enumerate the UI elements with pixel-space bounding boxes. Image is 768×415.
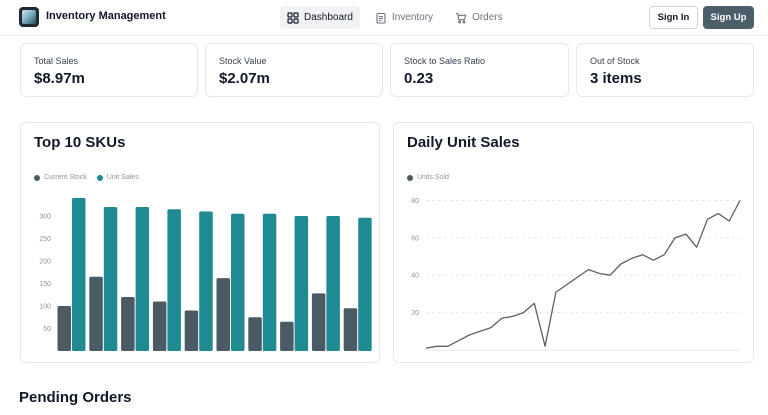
grid-icon <box>287 11 299 24</box>
y-tick-label: 300 <box>39 214 51 221</box>
unit-sales-bar <box>262 213 277 351</box>
current-stock-bar <box>57 306 71 351</box>
sign-up-button[interactable]: Sign Up <box>703 6 754 29</box>
y-tick-label: 80 <box>411 198 419 205</box>
app-title: Inventory Management <box>46 10 166 22</box>
top-bar: Inventory Management Dashboard Inventory… <box>0 0 768 36</box>
daily-unit-sales-card: 20 40 60 80 Daily Unit Sales Units Sold <box>393 122 754 363</box>
legend-swatch-units-sold <box>407 174 413 181</box>
legend-swatch-current-stock <box>34 174 40 181</box>
stat-card-out-of-stock: Out of Stock 3 items <box>576 43 754 97</box>
unit-sales-bar <box>294 216 309 351</box>
unit-sales-bar <box>167 209 181 351</box>
pending-orders-heading: Pending Orders <box>19 389 132 406</box>
y-tick-label: 250 <box>39 236 51 243</box>
stat-card-stock-to-sales-ratio: Stock to Sales Ratio 0.23 <box>390 43 569 97</box>
stat-card-total-sales: Total Sales $8.97m <box>20 43 198 97</box>
unit-sales-bar <box>103 207 118 351</box>
chart-legend: Current Stock Unit Sales <box>34 174 139 181</box>
nav-item-dashboard[interactable]: Dashboard <box>280 6 360 29</box>
legend-label: Unit Sales <box>106 174 139 181</box>
nav-item-label: Orders <box>472 12 503 23</box>
clipboard-icon <box>376 12 386 24</box>
current-stock-bar <box>311 293 326 351</box>
nav-item-orders[interactable]: Orders <box>448 6 510 29</box>
y-tick-label: 60 <box>411 235 419 242</box>
top-skus-chart: 50 100 150 200 250 300 <box>39 198 372 351</box>
current-stock-bar <box>216 278 230 351</box>
current-stock-bar <box>280 321 294 351</box>
chart-legend: Units Sold <box>407 174 449 181</box>
stat-value: 0.23 <box>404 70 434 87</box>
current-stock-bar <box>121 297 135 351</box>
y-tick-label: 40 <box>411 273 419 280</box>
legend-label: Units Sold <box>417 174 449 181</box>
current-stock-bar <box>343 308 358 351</box>
stat-card-stock-value: Stock Value $2.07m <box>205 43 383 97</box>
y-tick-label: 200 <box>39 259 51 266</box>
chart-title: Top 10 SKUs <box>34 134 126 151</box>
nav-item-inventory[interactable]: Inventory <box>368 6 440 29</box>
y-tick-label: 50 <box>43 326 51 333</box>
current-stock-bar <box>184 310 199 351</box>
unit-sales-bar <box>135 207 150 351</box>
sign-in-button[interactable]: Sign In <box>649 6 698 29</box>
stat-label: Out of Stock <box>590 56 640 66</box>
stat-label: Stock to Sales Ratio <box>404 56 486 66</box>
current-stock-bar <box>152 301 167 351</box>
unit-sales-bar <box>231 213 245 351</box>
unit-sales-bar <box>72 198 86 351</box>
legend-swatch-unit-sales <box>96 174 103 181</box>
unit-sales-bar <box>199 211 213 351</box>
stat-label: Total Sales <box>34 56 79 66</box>
legend-label: Current Stock <box>44 174 87 181</box>
current-stock-bar <box>248 317 262 351</box>
cart-icon <box>456 12 467 23</box>
daily-unit-sales-chart: 20 40 60 80 <box>411 198 741 351</box>
stat-value: $8.97m <box>34 70 85 87</box>
stat-label: Stock Value <box>219 56 267 66</box>
unit-sales-bar <box>358 217 372 351</box>
y-tick-label: 20 <box>411 310 419 317</box>
y-tick-label: 100 <box>39 304 51 311</box>
units-sold-line <box>425 200 741 349</box>
current-stock-bar <box>89 276 103 351</box>
chart-title: Daily Unit Sales <box>407 134 520 151</box>
app-logo-icon[interactable] <box>19 7 39 27</box>
nav-item-label: Dashboard <box>304 12 353 23</box>
y-tick-label: 150 <box>39 281 51 288</box>
nav-item-label: Inventory <box>391 12 434 23</box>
main-nav: Dashboard Inventory Orders <box>280 6 510 29</box>
top-skus-card: 50 100 150 200 250 300 Top 10 SKUs Current St… <box>20 122 380 363</box>
stat-value: $2.07m <box>219 70 270 87</box>
stat-value: 3 items <box>590 70 642 87</box>
unit-sales-bar <box>326 216 340 351</box>
